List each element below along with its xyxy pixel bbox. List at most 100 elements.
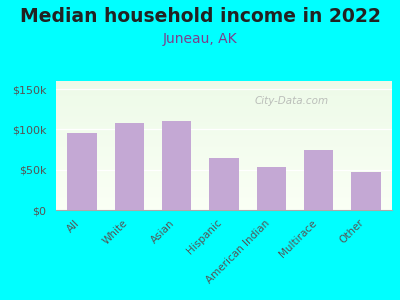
Bar	[56, 198, 392, 200]
Bar	[56, 89, 392, 90]
Bar	[56, 93, 392, 94]
Bar	[56, 203, 392, 205]
Bar	[56, 133, 392, 134]
Bar	[56, 183, 392, 184]
Bar	[56, 193, 392, 194]
Bar	[56, 86, 392, 87]
Bar	[56, 107, 392, 108]
Bar	[56, 106, 392, 107]
Bar	[56, 206, 392, 207]
Bar	[56, 182, 392, 183]
Bar	[56, 157, 392, 158]
Bar	[56, 129, 392, 130]
Bar	[56, 161, 392, 162]
Bar	[56, 171, 392, 172]
Bar	[56, 188, 392, 189]
Bar	[56, 172, 392, 174]
Bar	[56, 207, 392, 209]
Bar	[162, 121, 191, 210]
Bar	[56, 121, 392, 122]
Bar	[56, 191, 392, 192]
Bar	[56, 134, 392, 135]
Bar	[56, 162, 392, 164]
Bar	[56, 120, 392, 121]
Bar	[56, 98, 392, 99]
Bar	[56, 144, 392, 145]
Bar	[56, 147, 392, 148]
Bar	[56, 104, 392, 106]
Bar	[304, 149, 333, 210]
Bar	[56, 167, 392, 169]
Bar	[56, 122, 392, 124]
Bar	[56, 116, 392, 117]
Bar	[56, 140, 392, 142]
Bar	[56, 95, 392, 97]
Bar	[56, 153, 392, 154]
Bar	[56, 117, 392, 118]
Bar	[115, 123, 144, 210]
Text: Median household income in 2022: Median household income in 2022	[20, 8, 380, 26]
Bar	[56, 125, 392, 126]
Bar	[56, 131, 392, 133]
Bar	[56, 192, 392, 193]
Bar	[56, 143, 392, 144]
Bar	[56, 103, 392, 104]
Bar	[351, 172, 381, 210]
Bar	[56, 82, 392, 84]
Bar	[56, 118, 392, 120]
Bar	[56, 148, 392, 149]
Text: Juneau, AK: Juneau, AK	[163, 32, 237, 46]
Bar	[56, 115, 392, 116]
Bar	[56, 175, 392, 176]
Bar	[56, 136, 392, 138]
Bar	[56, 169, 392, 170]
Bar	[56, 209, 392, 210]
Bar	[56, 108, 392, 110]
Bar	[56, 99, 392, 100]
Bar	[56, 180, 392, 181]
Bar	[56, 112, 392, 113]
Bar	[56, 110, 392, 111]
Bar	[67, 134, 97, 210]
Bar	[56, 81, 392, 82]
Bar	[56, 88, 392, 89]
Bar	[56, 164, 392, 165]
Bar	[56, 100, 392, 102]
Bar	[56, 139, 392, 140]
Bar	[56, 124, 392, 125]
Bar	[56, 185, 392, 187]
Bar	[56, 160, 392, 161]
Bar	[56, 196, 392, 197]
Bar	[56, 113, 392, 115]
Bar	[56, 84, 392, 85]
Bar	[56, 102, 392, 103]
Bar	[56, 205, 392, 206]
Bar	[56, 194, 392, 196]
Bar	[56, 158, 392, 160]
Bar	[56, 135, 392, 136]
Bar	[56, 146, 392, 147]
Bar	[56, 178, 392, 179]
Bar	[56, 126, 392, 128]
Bar	[56, 189, 392, 191]
Bar	[56, 91, 392, 93]
Bar	[56, 200, 392, 201]
Bar	[56, 152, 392, 153]
Bar	[56, 85, 392, 86]
Bar	[209, 158, 239, 210]
Bar	[257, 167, 286, 210]
Bar	[56, 156, 392, 157]
Bar	[56, 128, 392, 129]
Bar	[56, 174, 392, 175]
Bar	[56, 166, 392, 167]
Bar	[56, 201, 392, 202]
Bar	[56, 138, 392, 139]
Bar	[56, 90, 392, 91]
Bar	[56, 149, 392, 151]
Bar	[56, 142, 392, 143]
Bar	[56, 187, 392, 188]
Text: City-Data.com: City-Data.com	[254, 97, 328, 106]
Bar	[56, 176, 392, 178]
Bar	[56, 197, 392, 198]
Bar	[56, 154, 392, 156]
